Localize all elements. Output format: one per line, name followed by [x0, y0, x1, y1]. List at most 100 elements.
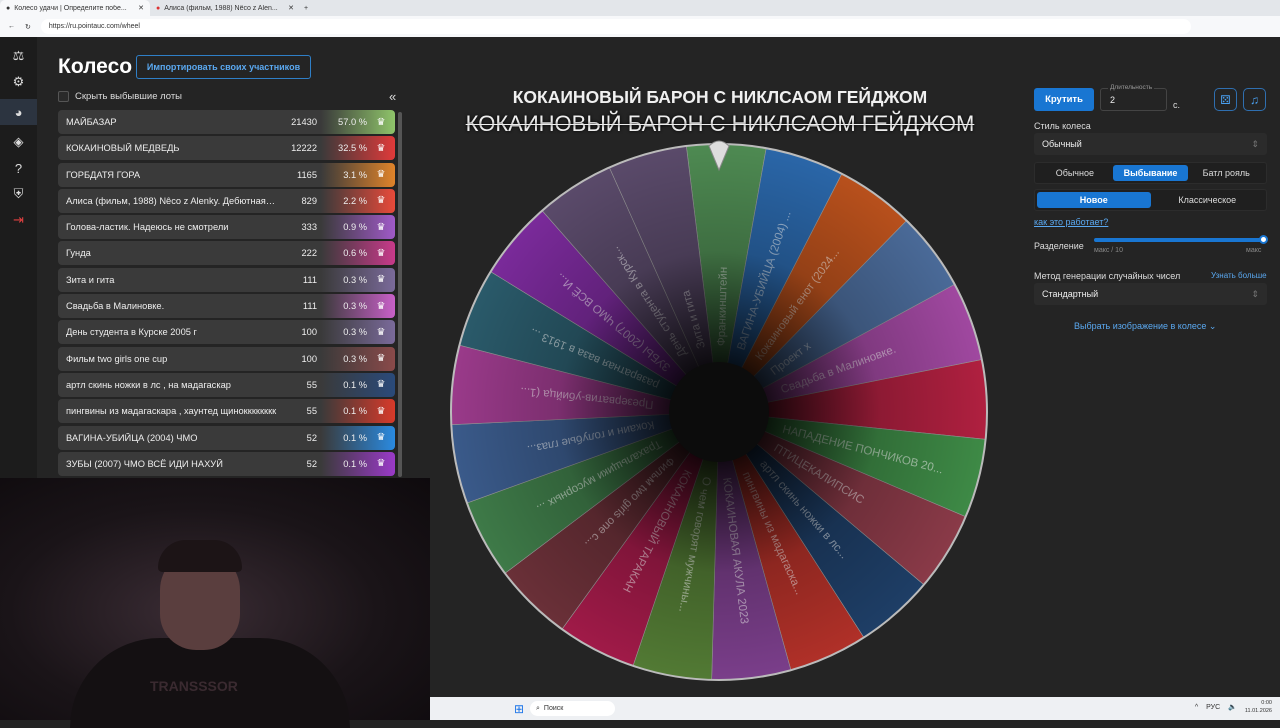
lot-percent: 0.1 %	[343, 379, 367, 390]
lot-percent: 57.0 %	[338, 117, 367, 127]
delete-icon[interactable]: ♛	[376, 195, 386, 207]
lot-name: МАЙБАЗАР	[66, 117, 117, 127]
lot-row[interactable]: Голова-ластик. Надеюсь не смотрели 333 0.9…	[58, 215, 395, 240]
slider-knob[interactable]	[1259, 235, 1268, 244]
volume-icon[interactable]: 🔈	[1228, 704, 1237, 711]
lot-amount: 52	[306, 458, 317, 469]
lot-row[interactable]: Фильм two girls one cup 100 0.3 % ♛	[58, 346, 395, 371]
rng-select[interactable]: Стандартный ⇕	[1034, 283, 1267, 305]
lot-list: МАЙБАЗАР 21430 57.0 % ♛ КОКАИНОВЫЙ МЕДВЕДЬ 12…	[58, 110, 395, 478]
shirt-print: TRANSSSOR	[150, 678, 238, 694]
page-title: Колесо	[58, 55, 133, 78]
close-icon[interactable]: ✕	[138, 5, 144, 12]
lot-amount: 12222	[291, 143, 317, 154]
chevron-down-icon: ⌄	[1208, 321, 1217, 331]
wheel-hub	[669, 362, 769, 462]
wheel[interactable]: ФранкинштейнВАГИНА-УБИЙЦА (2004) ...Кока…	[430, 140, 1010, 690]
lot-amount: 55	[306, 379, 317, 390]
lot-amount: 1165	[297, 169, 317, 180]
split-min-label: макс / 10	[1094, 247, 1123, 254]
lot-amount: 829	[301, 195, 317, 206]
lot-row[interactable]: Зита и гита 111 0.3 % ♛	[58, 267, 395, 292]
delete-icon[interactable]: ♛	[376, 247, 386, 259]
lot-row[interactable]: ЗУБЫ (2007) ЧМО ВСЁ ИДИ НАХУЙ 52 0.1 % ♛	[58, 451, 395, 476]
url-input[interactable]: https://ru.pointauc.com/wheel	[40, 19, 1191, 34]
delete-icon[interactable]: ♛	[376, 116, 386, 128]
music-icon[interactable]: ♫	[1243, 88, 1266, 111]
delete-icon[interactable]: ♛	[376, 326, 386, 338]
choose-image-link[interactable]: Выбрать изображение в колесе ⌄	[1074, 321, 1217, 331]
mode-elimination[interactable]: Выбывание	[1112, 165, 1189, 181]
scrollbar[interactable]	[398, 112, 402, 477]
delete-icon[interactable]: ♛	[376, 432, 386, 444]
logout-icon[interactable]: ⇥	[13, 212, 24, 227]
lot-row[interactable]: Свадьба в Малиновке. 111 0.3 % ♛	[58, 294, 395, 319]
lot-row[interactable]: ВАГИНА-УБИЙЦА (2004) ЧМО 52 0.1 % ♛	[58, 425, 395, 450]
delete-icon[interactable]: ♛	[376, 221, 386, 233]
close-icon[interactable]: ✕	[288, 5, 294, 12]
auction-icon[interactable]: ⚖	[12, 48, 25, 63]
back-icon[interactable]: ←	[8, 23, 15, 30]
delete-icon[interactable]: ♛	[376, 353, 386, 365]
submode-selector: Новое Классическое	[1034, 189, 1267, 211]
lot-row[interactable]: ГОРБДАТЯ ГОРА 1165 3.1 % ♛	[58, 162, 395, 187]
submode-classic[interactable]: Классическое	[1178, 195, 1237, 205]
clock[interactable]: 0:00 11.01.2026	[1244, 700, 1272, 714]
updown-icon: ⇕	[1251, 288, 1259, 299]
shield-icon[interactable]: ⛨	[13, 186, 24, 201]
reload-icon[interactable]: ↻	[25, 23, 31, 31]
split-slider[interactable]	[1094, 235, 1268, 244]
tab-wheel[interactable]: ● Колесо удачи | Определите побе... ✕	[0, 0, 150, 16]
submode-new[interactable]: Новое	[1037, 192, 1151, 208]
tab-alisa[interactable]: ● Алиса (фильм, 1988) Nêco z Alen... ✕	[156, 4, 294, 13]
lot-percent: 0.3 %	[343, 327, 367, 338]
mode-normal[interactable]: Обычное	[1055, 168, 1094, 178]
wheel-result-title: КОКАИНОВЫЙ БАРОН С НИКЛСАОМ ГЕЙДЖОМ	[512, 87, 928, 107]
new-tab-icon[interactable]: +	[304, 4, 309, 12]
dice-icon[interactable]: ⚄	[1214, 88, 1237, 111]
mode-battle-royale[interactable]: Батл рояль	[1202, 168, 1250, 178]
delete-icon[interactable]: ♛	[376, 405, 386, 417]
delete-icon[interactable]: ♛	[376, 142, 386, 154]
lot-percent: 32.5 %	[338, 143, 367, 154]
gear-icon[interactable]: ⚙	[12, 74, 25, 89]
lot-row[interactable]: День студента в Курске 2005 г 100 0.3 % ♛	[58, 320, 395, 345]
lot-row[interactable]: Гунда 222 0.6 % ♛	[58, 241, 395, 266]
delete-icon[interactable]: ♛	[376, 300, 386, 312]
lot-row[interactable]: артл скинь ножки в лс , на мадагаскар 55 0…	[58, 372, 395, 397]
lot-amount: 52	[306, 432, 317, 443]
updown-icon: ⇕	[1251, 138, 1259, 149]
lot-name: Зита и гита	[66, 274, 115, 285]
checkbox[interactable]	[58, 91, 69, 102]
lot-row[interactable]: Алиса (фильм, 1988) Nêco z Alenky. Дебют…	[58, 188, 395, 213]
start-icon[interactable]: ⊞	[514, 701, 525, 716]
spin-button[interactable]: Крутить	[1034, 88, 1094, 111]
help-icon[interactable]: ?	[14, 160, 23, 176]
lot-row[interactable]: МАЙБАЗАР 21430 57.0 % ♛	[58, 110, 395, 134]
lot-name: Фильм two girls one cup	[66, 353, 168, 364]
import-participants-button[interactable]: Импортировать своих участников	[136, 55, 311, 79]
lot-row[interactable]: пингвины из мадагаскара , хаунтед щинокк…	[58, 399, 395, 424]
delete-icon[interactable]: ♛	[376, 458, 386, 470]
collapse-icon[interactable]: «	[389, 89, 397, 104]
language-indicator[interactable]: РУС	[1206, 703, 1221, 711]
delete-icon[interactable]: ♛	[376, 274, 386, 286]
how-it-works-link[interactable]: как это работает?	[1034, 217, 1109, 227]
lot-amount: 111	[302, 274, 317, 285]
style-select[interactable]: Обычный ⇕	[1034, 133, 1267, 155]
learn-more-link[interactable]: Узнать больше	[1211, 271, 1267, 280]
lot-amount: 100	[301, 327, 317, 338]
lot-name: Гунда	[66, 248, 91, 259]
delete-icon[interactable]: ♛	[376, 169, 386, 181]
duration-input[interactable]: Длительность 2	[1100, 84, 1167, 111]
lot-row[interactable]: КОКАИНОВЫЙ МЕДВЕДЬ 12222 32.5 % ♛	[58, 136, 395, 161]
wheel-icon[interactable]: ◕	[0, 99, 37, 125]
chevron-up-icon[interactable]: ^	[1194, 703, 1199, 711]
lot-name: Алиса (фильм, 1988) Nêco z Alenky. Дебют…	[66, 195, 277, 206]
hide-eliminated-checkbox[interactable]: Скрыть выбывшие лоты	[58, 91, 182, 102]
search-icon: ⌕	[536, 704, 540, 712]
lot-name: артл скинь ножки в лс , на мадагаскар	[66, 379, 231, 390]
delete-icon[interactable]: ♛	[376, 379, 386, 391]
taskbar-search[interactable]: ⌕ Поиск	[530, 701, 615, 716]
layers-icon[interactable]: ◈	[13, 134, 24, 149]
